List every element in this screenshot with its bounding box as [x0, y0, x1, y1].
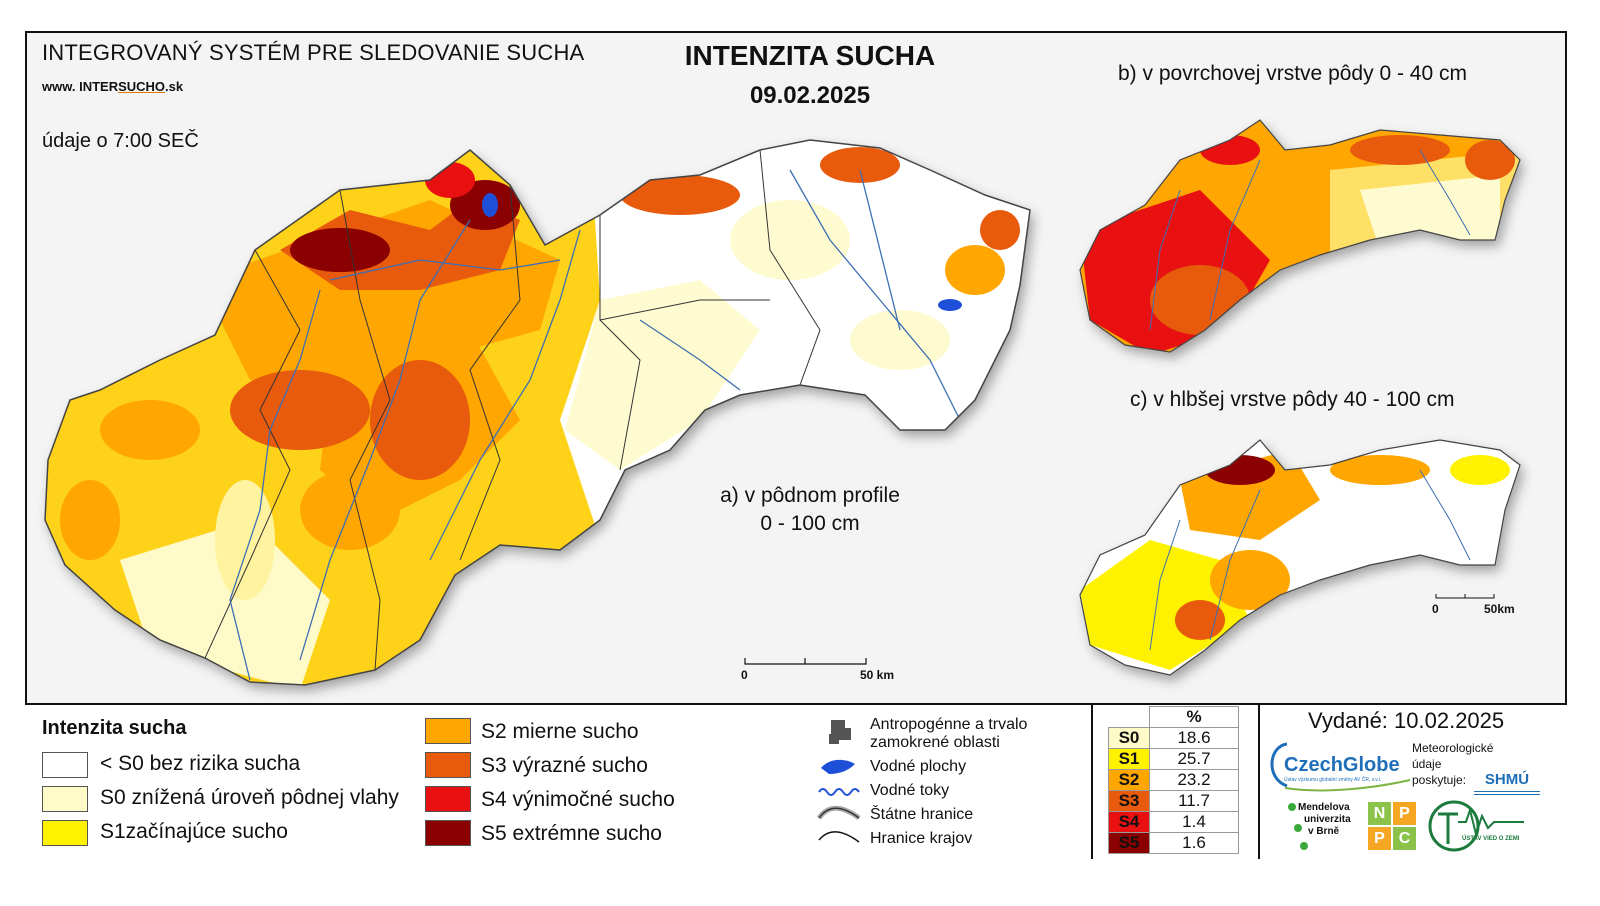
legend-label-s3: S3 výrazné sucho: [481, 754, 648, 777]
czechglobe-subtitle: Ústav výzkumu globální změny AV ČR, v.v.…: [1284, 777, 1382, 783]
small-scale-label: 50km: [1484, 602, 1515, 616]
region-border-icon: [818, 831, 860, 843]
legend-label-s0: S0 znížená úroveň pôdnej vlahy: [100, 786, 399, 809]
main-title: INTENZITA SUCHA: [684, 40, 936, 71]
class-cell: S5: [1108, 832, 1150, 854]
symbol-label-anthropogenic: Antropogénne a trvalo: [870, 716, 1028, 733]
map-c-label: c) v hlbšej vrstve pôdy 40 - 100 cm: [1130, 388, 1455, 411]
table-row: S2 23.2: [1108, 769, 1239, 791]
legend-label-s4: S4 výnimočné sucho: [481, 788, 675, 811]
symbol-label-state-border: Štátne hranice: [870, 806, 974, 823]
anthropogenic-area-icon: [829, 720, 851, 744]
small-scale-bar: [1435, 594, 1495, 599]
main-scale-bar: [744, 658, 867, 665]
main-scale-zero: 0: [741, 668, 748, 682]
class-cell: S2: [1108, 769, 1150, 791]
class-cell: S0: [1108, 727, 1150, 749]
table-row: S1 25.7: [1108, 748, 1239, 770]
table-row: S0 18.6: [1108, 727, 1239, 749]
table-row: S5 1.6: [1108, 832, 1239, 854]
swatch-s1: [42, 820, 88, 846]
uvz-logo: [1428, 800, 1524, 852]
website-link[interactable]: www. INTERSUCHO.sk: [42, 79, 184, 94]
system-title: INTEGROVANÝ SYSTÉM PRE SLEDOVANIE SUCHA: [42, 40, 585, 65]
meteo-note-3: poskytuje:: [1412, 773, 1467, 787]
czechglobe-logo: [1270, 742, 1411, 792]
czechglobe-name: CzechGlobe: [1284, 754, 1400, 776]
value-cell: 1.6: [1149, 832, 1239, 854]
swatch-below-s0: [42, 752, 88, 778]
table-row: S4 1.4: [1108, 811, 1239, 833]
mendel-dot-icon: [1288, 803, 1296, 811]
swatch-s4: [425, 786, 471, 812]
value-cell: 23.2: [1149, 769, 1239, 791]
issued-date: Vydané: 10.02.2025: [1308, 708, 1505, 733]
meteo-note-1: Meteorologické: [1412, 741, 1494, 755]
value-cell: 25.7: [1149, 748, 1239, 770]
value-cell: 1.4: [1149, 811, 1239, 833]
legend-band: [25, 703, 1567, 859]
water-area-icon: [821, 759, 855, 774]
river-icon: [818, 788, 860, 796]
shmu-logo: SHMÚ: [1474, 771, 1540, 795]
legend-label-s2: S2 mierne sucho: [481, 720, 639, 743]
value-cell: 18.6: [1149, 727, 1239, 749]
class-cell: S1: [1108, 748, 1150, 770]
legend-label-s5: S5 extrémne sucho: [481, 822, 662, 845]
swatch-s3: [425, 752, 471, 778]
legend-label-s1: S1začínajúce sucho: [100, 820, 288, 843]
map-a-label: a) v pôdnom profile 0 - 100 cm: [720, 484, 900, 535]
symbol-label-region-border: Hranice krajov: [870, 830, 973, 847]
map-date: 09.02.2025: [749, 82, 871, 109]
legend-divider: [1258, 703, 1260, 859]
legend-divider: [1091, 703, 1093, 859]
small-scale-zero: 0: [1432, 602, 1439, 616]
symbol-label-anthropogenic-2: zamokrené oblasti: [870, 734, 1000, 751]
value-cell: 11.7: [1149, 790, 1239, 812]
swatch-s0: [42, 786, 88, 812]
mendel-logo-text: Mendelova univerzita v Brně: [1298, 802, 1351, 837]
symbol-label-streams: Vodné toky: [870, 782, 950, 799]
map-b-label: b) v povrchovej vrstve pôdy 0 - 40 cm: [1118, 62, 1467, 85]
percent-header: %: [1149, 706, 1239, 728]
swatch-s5: [425, 820, 471, 846]
meteo-note-2: údaje: [1412, 757, 1442, 771]
class-cell: S4: [1108, 811, 1150, 833]
mendel-dot-icon: [1300, 842, 1308, 850]
map-symbols: [816, 720, 861, 843]
npc-logo: N P P C: [1368, 802, 1416, 850]
swatch-s2: [425, 718, 471, 744]
table-row: S3 11.7: [1108, 790, 1239, 812]
legend-label-below-s0: < S0 bez rizika sucha: [100, 752, 301, 775]
mendel-dot-icon: [1294, 824, 1302, 832]
legend-title: Intenzita sucha: [42, 717, 187, 739]
main-scale-label: 50 km: [860, 668, 895, 682]
uvz-name: ÚSTAV VIED O ZEMI: [1462, 836, 1520, 842]
drought-percent-table: % S0 18.6 S1 25.7 S2 23.2 S3 11.7 S4 1.4…: [1108, 706, 1239, 854]
table-header-row: %: [1109, 706, 1239, 728]
data-time-note: údaje o 7:00 SEČ: [42, 130, 199, 152]
class-cell: S3: [1108, 790, 1150, 812]
symbol-label-water-areas: Vodné plochy: [870, 758, 967, 775]
